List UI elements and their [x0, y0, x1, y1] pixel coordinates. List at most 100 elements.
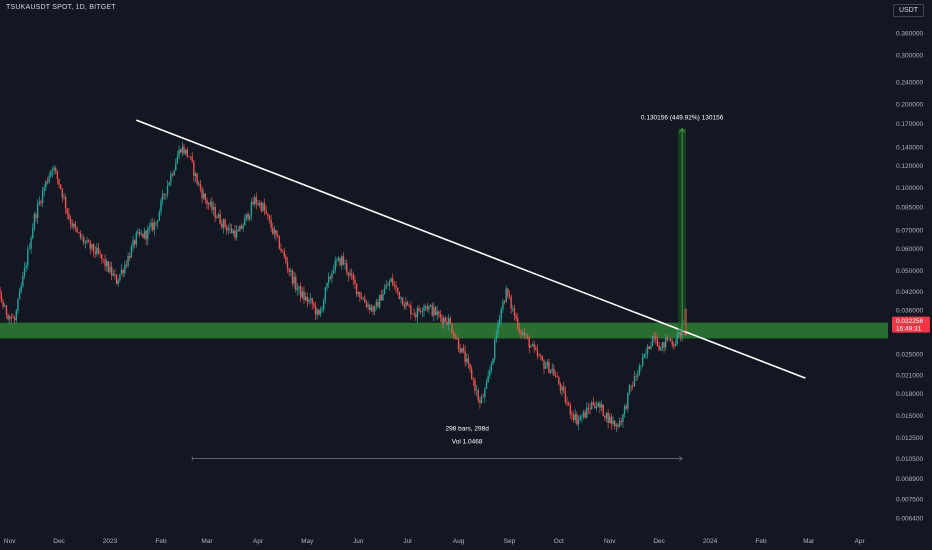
candle-body [618, 421, 621, 427]
candle-body [43, 187, 45, 191]
candle-body [82, 237, 85, 243]
candle-body [508, 295, 511, 297]
candle-body [443, 317, 445, 324]
candle-body [194, 173, 197, 177]
candle-body [219, 214, 221, 224]
candle-body [441, 317, 443, 324]
candle-body [349, 273, 351, 276]
candle-body [184, 149, 187, 154]
candle-body [217, 214, 220, 218]
candle-body [314, 305, 317, 315]
descending-trendline[interactable] [136, 119, 806, 379]
time-axis-label: May [301, 538, 314, 545]
candle-body [551, 368, 553, 370]
candle-body [153, 222, 156, 231]
candle-body [474, 380, 476, 391]
candle-body [127, 256, 129, 266]
candle-body [20, 286, 22, 292]
time-axis-label: Dec [53, 538, 65, 545]
candle-body [9, 316, 11, 320]
candle-body [612, 420, 614, 425]
candle-body [362, 298, 364, 300]
candle-body [627, 392, 629, 409]
candle-body [564, 390, 567, 402]
price-axis-label: 0.025000 [896, 352, 923, 359]
candle-body [403, 305, 405, 307]
candle-body [48, 176, 50, 182]
candle-body [214, 206, 216, 218]
candle-body [664, 337, 667, 348]
price-axis[interactable]: 0.360000 0.300000 0.240000 0.200000 0.170000… [896, 31, 923, 523]
candle-body [45, 181, 47, 188]
candle-body [638, 366, 641, 375]
candle-body [597, 403, 599, 408]
candle-body [155, 222, 157, 223]
candle-body [199, 183, 202, 190]
candle-body [546, 361, 549, 367]
candle-body [193, 161, 195, 177]
candle-body [643, 354, 645, 358]
candle-body [390, 278, 392, 283]
price-axis-label: 0.036000 [896, 308, 923, 315]
candle-body [576, 414, 578, 425]
candle-body [50, 171, 52, 177]
candle-body [86, 240, 88, 243]
price-axis-label: 0.050000 [896, 268, 923, 275]
time-axis[interactable]: Nov Dec 2023 Feb Mar Apr May Jun Jul Aug Sep Oct Nov… [4, 538, 866, 545]
candle-body [655, 337, 657, 340]
time-axis-label: Mar [803, 538, 815, 545]
candle-body [489, 370, 491, 376]
candle-body [357, 291, 359, 295]
candle-body [240, 225, 243, 229]
candle-body [673, 344, 675, 347]
candle-body [503, 301, 506, 303]
candle-body [663, 342, 665, 348]
candle-body [120, 269, 123, 275]
candle-body [470, 369, 473, 380]
candle-body [457, 338, 460, 350]
candle-body [640, 365, 642, 367]
candle-body [531, 344, 534, 346]
currency-selector[interactable]: USDT [892, 4, 924, 17]
candle-body [161, 194, 164, 201]
candle-body [452, 332, 455, 337]
candle-body [528, 337, 530, 348]
candle-body [408, 305, 410, 306]
candle-body [89, 242, 91, 249]
candle-body [97, 247, 100, 254]
candle-body [260, 202, 262, 211]
last-price-badge [892, 316, 930, 333]
candle-body [609, 416, 611, 424]
time-axis-label: Nov [604, 538, 616, 545]
candle-body [571, 414, 573, 416]
candle-body [334, 260, 336, 271]
candle-body [204, 193, 207, 201]
candle-body [211, 201, 213, 210]
candle-body [413, 313, 415, 315]
candle-body [579, 416, 581, 420]
candle-body [92, 243, 95, 252]
candle-body [454, 336, 456, 339]
candle-body [152, 222, 154, 231]
time-axis-label: Apr [253, 538, 264, 545]
candle-body [502, 301, 504, 309]
candle-body [181, 146, 184, 153]
candle-body [275, 229, 277, 236]
candle-body [658, 345, 660, 351]
candle-body [51, 169, 54, 172]
candle-body [198, 183, 200, 185]
candle-body [71, 223, 73, 227]
candle-body [369, 305, 371, 311]
price-axis-label: 0.015000 [896, 413, 923, 420]
candle-body [247, 213, 249, 220]
candle-body [375, 302, 378, 307]
candle-body [549, 369, 552, 373]
candle-body [604, 416, 606, 419]
price-axis-label: 0.200000 [896, 101, 923, 108]
candle-body [461, 347, 463, 353]
candle-body [132, 240, 134, 247]
candle-body [341, 256, 343, 266]
candle-body [429, 305, 432, 307]
candle-body [156, 220, 159, 223]
